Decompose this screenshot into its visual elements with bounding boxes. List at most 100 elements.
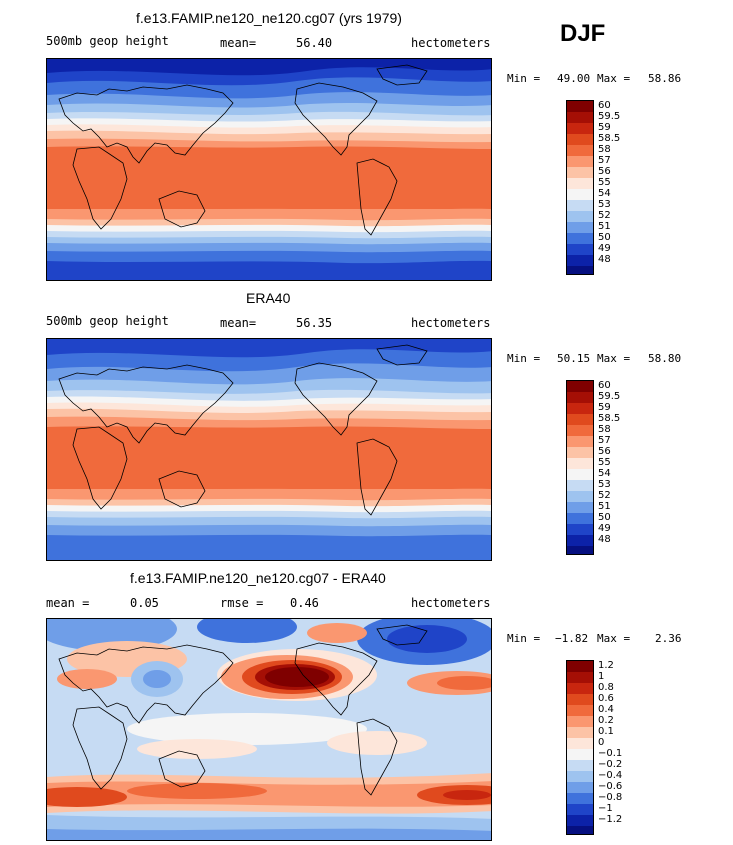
cbar3-tick-label: 0.2 (598, 715, 614, 726)
cbar2-swatch (567, 513, 593, 524)
cbar2-tick-label: 56 (598, 446, 611, 457)
cbar2-tick-label: 53 (598, 479, 611, 490)
panel1-max-label: Max = (597, 72, 631, 85)
cbar3-tick-label: 0.6 (598, 693, 614, 704)
cbar1-tick-label: 55 (598, 177, 611, 188)
panel2-field (47, 339, 491, 560)
cbar2-swatch (567, 502, 593, 513)
panel1-mean-value: 56.40 (296, 36, 333, 50)
panel3-max-label: Max = (597, 632, 631, 645)
cbar2-swatch (567, 546, 593, 554)
cbar3-tick-label: 1.2 (598, 660, 614, 671)
panel1-map (46, 58, 492, 281)
cbar3-swatch (567, 749, 593, 760)
cbar3-tick-label: 0.1 (598, 726, 614, 737)
panel3-mean-label: mean = (46, 596, 90, 610)
cbar1-tick-label: 59 (598, 122, 611, 133)
cbar2-tick-label: 51 (598, 501, 611, 512)
cbar3-tick-label: 0.8 (598, 682, 614, 693)
cbar1-swatch (567, 101, 593, 112)
cbar1-swatch (567, 167, 593, 178)
panel1-max-value: 58.86 (648, 72, 682, 85)
cbar1-swatch (567, 112, 593, 123)
cbar3-tick-label: −1 (598, 803, 613, 814)
panel3-rmse-label: rmse = (220, 596, 264, 610)
cbar3-swatch (567, 716, 593, 727)
cbar3-swatch (567, 782, 593, 793)
cbar3-tick-label: −0.2 (598, 759, 623, 770)
cbar2-swatch (567, 480, 593, 491)
panel2-mean-label: mean= (220, 316, 257, 330)
panel3-min-label: Min = (507, 632, 541, 645)
panel3-title: f.e13.FAMIP.ne120_ne120.cg07 - ERA40 (130, 570, 386, 586)
cbar2-swatch (567, 447, 593, 458)
panel3-colorbar (566, 660, 594, 835)
panel3-map (46, 618, 492, 841)
cbar1-swatch (567, 156, 593, 167)
panel2-map (46, 338, 492, 561)
cbar1-tick-label: 48 (598, 254, 611, 265)
cbar3-swatch (567, 727, 593, 738)
cbar3-swatch (567, 815, 593, 826)
cbar2-tick-label: 57 (598, 435, 611, 446)
cbar3-swatch (567, 771, 593, 782)
cbar1-tick-label: 52 (598, 210, 611, 221)
panel1-mean-label: mean= (220, 36, 257, 50)
cbar1-swatch (567, 145, 593, 156)
cbar3-tick-label: −0.1 (598, 748, 623, 759)
cbar1-tick-label: 58.5 (598, 133, 621, 144)
cbar1-swatch (567, 134, 593, 145)
panel2-min-value: 50.15 (557, 352, 591, 365)
panel3-field (47, 619, 491, 840)
cbar2-tick-label: 58.5 (598, 413, 621, 424)
cbar2-tick-label: 60 (598, 380, 611, 391)
cbar2-tick-label: 59 (598, 402, 611, 413)
cbar3-tick-label: −1.2 (598, 814, 623, 825)
cbar1-swatch (567, 266, 593, 274)
cbar2-tick-label: 59.5 (598, 391, 621, 402)
cbar1-tick-label: 60 (598, 100, 611, 111)
cbar2-swatch (567, 524, 593, 535)
cbar3-swatch (567, 760, 593, 771)
cbar1-tick-label: 59.5 (598, 111, 621, 122)
cbar3-tick-label: −0.8 (598, 792, 623, 803)
season-label: DJF (560, 20, 606, 47)
cbar1-tick-label: 58 (598, 144, 611, 155)
cbar2-tick-label: 54 (598, 468, 611, 479)
cbar3-tick-label: 0.4 (598, 704, 614, 715)
cbar3-swatch (567, 661, 593, 672)
cbar1-tick-label: 49 (598, 243, 611, 254)
panel1-min-value: 49.00 (557, 72, 591, 85)
cbar2-swatch (567, 425, 593, 436)
cbar3-swatch (567, 826, 593, 834)
cbar2-tick-label: 58 (598, 424, 611, 435)
cbar1-swatch (567, 189, 593, 200)
cbar1-tick-label: 54 (598, 188, 611, 199)
cbar2-swatch (567, 381, 593, 392)
panel2-mean-value: 56.35 (296, 316, 333, 330)
cbar1-tick-label: 57 (598, 155, 611, 166)
cbar2-tick-label: 52 (598, 490, 611, 501)
cbar1-swatch (567, 244, 593, 255)
panel2-colorbar (566, 380, 594, 555)
cbar2-swatch (567, 458, 593, 469)
panel1-variable: 500mb geop height (46, 34, 169, 48)
cbar3-swatch (567, 793, 593, 804)
cbar1-swatch (567, 255, 593, 266)
cbar1-swatch (567, 200, 593, 211)
cbar1-tick-label: 51 (598, 221, 611, 232)
cbar3-tick-label: −0.4 (598, 770, 623, 781)
panel1-min-label: Min = (507, 72, 541, 85)
cbar2-swatch (567, 414, 593, 425)
cbar1-tick-label: 56 (598, 166, 611, 177)
panel2-min-label: Min = (507, 352, 541, 365)
cbar2-tick-label: 50 (598, 512, 611, 523)
cbar3-swatch (567, 804, 593, 815)
panel3-units: hectometers (411, 596, 491, 610)
cbar2-swatch (567, 436, 593, 447)
panel3-mean-value: 0.05 (130, 596, 159, 610)
cbar2-tick-label: 55 (598, 457, 611, 468)
cbar3-tick-label: −0.6 (598, 781, 623, 792)
cbar3-swatch (567, 738, 593, 749)
panel3-max-value: 2.36 (655, 632, 682, 645)
